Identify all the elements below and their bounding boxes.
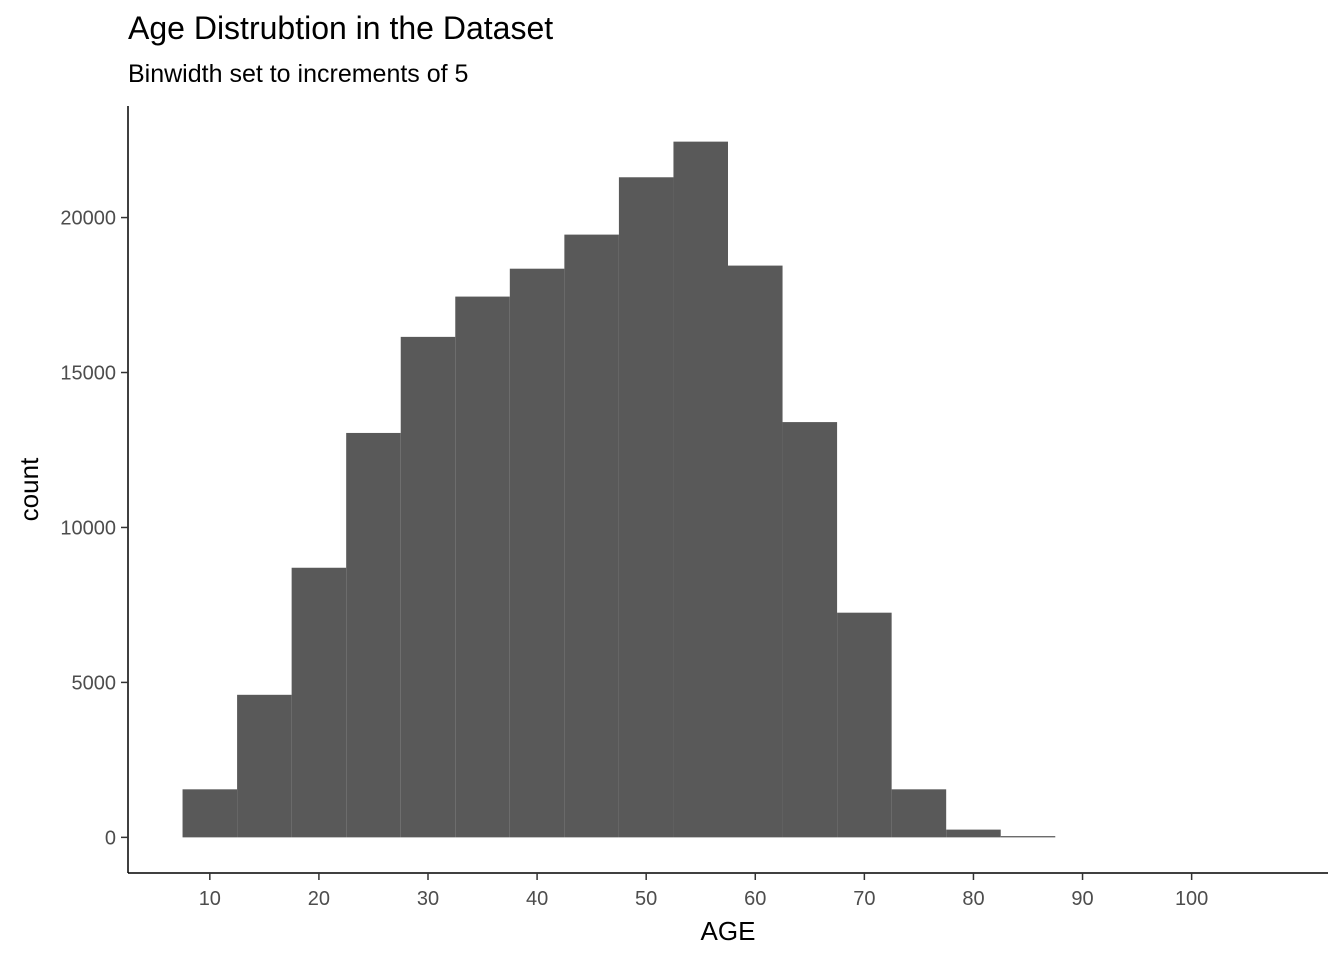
histogram-bar-5 [455,296,510,838]
histogram-bar-2 [291,567,347,838]
y-tick-label-1: 5000 [72,672,117,694]
histogram-bar-8 [618,177,674,838]
x-tick-label-2: 30 [417,888,439,910]
histogram-bar-9 [673,141,728,838]
x-tick-label-5: 60 [744,888,766,910]
histogram-bar-7 [564,234,619,838]
y-tick-label-4: 20000 [60,208,116,230]
chart-subtitle: Binwidth set to increments of 5 [128,60,469,88]
histogram-bar-3 [346,432,401,838]
x-tick-label-6: 70 [853,888,875,910]
x-tick-label-0: 10 [199,888,221,910]
histogram-bar-0 [182,789,238,838]
y-tick-label-2: 10000 [60,517,116,539]
histogram-bar-13 [891,789,947,838]
x-tick-label-9: 100 [1175,888,1208,910]
histogram-bar-1 [237,694,292,838]
x-axis-title: AGE [701,916,756,946]
x-tick-label-1: 20 [308,888,330,910]
bars-group [182,141,1056,838]
x-tick-label-7: 80 [962,888,984,910]
x-tick-label-8: 90 [1071,888,1093,910]
histogram-bar-4 [400,336,456,838]
histogram-bar-11 [782,422,838,838]
y-tick-label-3: 15000 [60,363,116,385]
histogram-bar-10 [728,265,783,838]
x-tick-label-4: 50 [635,888,657,910]
histogram-bar-12 [837,612,892,838]
x-tick-label-3: 40 [526,888,548,910]
histogram-bar-6 [509,268,565,838]
y-tick-label-0: 0 [105,827,116,849]
x-axis-ticks: 10 20 30 40 50 60 70 80 90 100 [199,873,1208,910]
chart-title: Age Distrubtion in the Dataset [128,10,554,46]
y-axis-ticks: 0 5000 10000 15000 20000 [60,208,128,849]
histogram-bar-14 [946,829,1001,838]
histogram-bar-15 [1000,836,1056,838]
y-axis-title: count [14,457,44,521]
